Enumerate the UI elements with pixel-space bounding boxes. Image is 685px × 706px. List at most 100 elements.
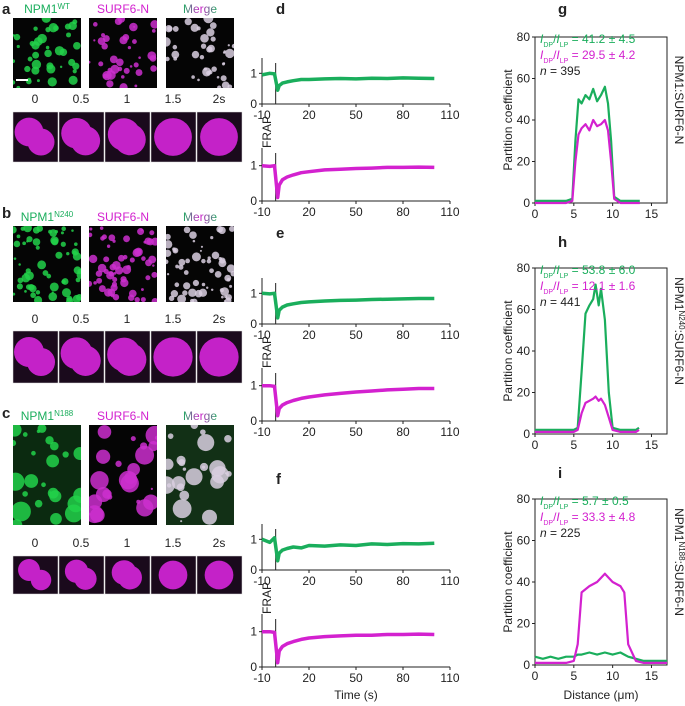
frap-curve — [261, 291, 435, 320]
x-tick-label: 50 — [349, 205, 363, 219]
channel-label: Merge — [183, 409, 217, 423]
droplet — [205, 286, 209, 289]
droplet — [200, 245, 204, 248]
droplet — [151, 237, 157, 246]
droplet — [209, 268, 214, 274]
droplet — [183, 270, 189, 275]
droplet — [122, 265, 132, 275]
y-tick-label: 1 — [250, 379, 257, 393]
droplet — [46, 64, 56, 74]
annotation-part: DP — [543, 289, 553, 296]
droplet — [145, 259, 153, 267]
droplets — [89, 18, 157, 88]
droplet — [48, 22, 59, 33]
droplet — [73, 447, 81, 461]
droplet — [185, 258, 190, 264]
droplet — [99, 226, 104, 230]
annotation-part: / — [553, 494, 557, 508]
droplet — [145, 425, 157, 445]
profile-line — [535, 283, 640, 431]
droplet — [178, 258, 186, 266]
y-tick-label: 0 — [250, 317, 257, 331]
droplet — [16, 283, 23, 290]
droplet — [152, 264, 155, 267]
droplet — [13, 59, 16, 64]
droplet — [180, 520, 183, 523]
droplet — [68, 21, 77, 31]
droplet — [89, 60, 91, 64]
droplet — [151, 29, 156, 33]
droplet — [185, 468, 203, 486]
droplet — [220, 75, 227, 82]
droplet — [197, 434, 215, 452]
y-tick-label: 1 — [250, 532, 257, 546]
droplet — [31, 41, 40, 50]
droplet — [89, 505, 104, 524]
droplet — [93, 22, 98, 27]
droplet — [68, 58, 76, 66]
annotation-part: I — [540, 510, 544, 524]
droplet — [13, 501, 31, 522]
annotation-part: = 29.5 ± 4.2 — [568, 48, 635, 62]
y-tick-label: 0 — [250, 414, 257, 428]
droplet — [13, 440, 17, 447]
droplet — [13, 257, 17, 260]
droplet — [100, 236, 105, 241]
side-label-part: N240 — [678, 310, 685, 330]
droplet — [166, 476, 175, 494]
y-tick-label: 1 — [250, 625, 257, 639]
x-tick-label: 20 — [302, 671, 316, 685]
droplet — [166, 233, 171, 240]
droplet — [179, 490, 190, 501]
annotation-part: LP — [560, 42, 569, 49]
profile-line — [535, 395, 640, 433]
annotation-part: LP — [560, 504, 569, 511]
droplet — [102, 489, 112, 499]
droplet — [178, 459, 186, 467]
droplets — [166, 18, 234, 88]
time-label: 2s — [213, 536, 226, 550]
x-tick-label: 15 — [645, 438, 659, 452]
profile-line — [534, 651, 667, 662]
droplet — [191, 75, 195, 79]
droplet — [113, 271, 117, 275]
droplet — [22, 241, 27, 246]
droplet — [200, 43, 207, 49]
droplet — [171, 476, 186, 490]
y-tick-label: 80 — [517, 492, 531, 506]
droplet — [206, 28, 215, 37]
droplet — [32, 238, 41, 246]
x-tick-label: -10 — [253, 108, 271, 122]
droplet — [64, 504, 81, 523]
channel-label: NPM1N188 — [21, 409, 74, 424]
droplet — [120, 276, 127, 283]
side-label-part: NPM1:SURF6-N — [672, 56, 685, 145]
droplet — [34, 296, 43, 302]
annotation-part: DP — [543, 520, 553, 527]
droplet — [16, 85, 21, 88]
droplet — [46, 454, 60, 468]
droplet — [189, 231, 197, 239]
channel-label: SURF6-N — [97, 2, 149, 16]
x-tick-label: 50 — [349, 671, 363, 685]
x-tick-label: 110 — [440, 205, 459, 219]
profile-line — [535, 85, 640, 202]
droplet — [50, 512, 62, 525]
droplets — [166, 226, 234, 302]
droplet — [137, 228, 145, 236]
droplet — [141, 256, 146, 261]
droplet — [119, 36, 128, 45]
fusing-droplet — [27, 128, 55, 156]
y-tick-label: 80 — [517, 261, 531, 275]
droplet — [66, 32, 72, 38]
panel-letter: f — [276, 471, 282, 488]
time-label: 2s — [213, 312, 226, 326]
annotation-part: / — [553, 263, 557, 277]
annotation: IDP/ILP = 33.3 ± 4.8 — [540, 510, 636, 527]
droplet — [216, 75, 220, 79]
annotation-part: n — [540, 526, 547, 540]
droplet — [218, 257, 223, 261]
x-tick-label: 110 — [440, 328, 459, 342]
fusing-droplet — [74, 567, 97, 590]
droplet — [197, 78, 200, 82]
